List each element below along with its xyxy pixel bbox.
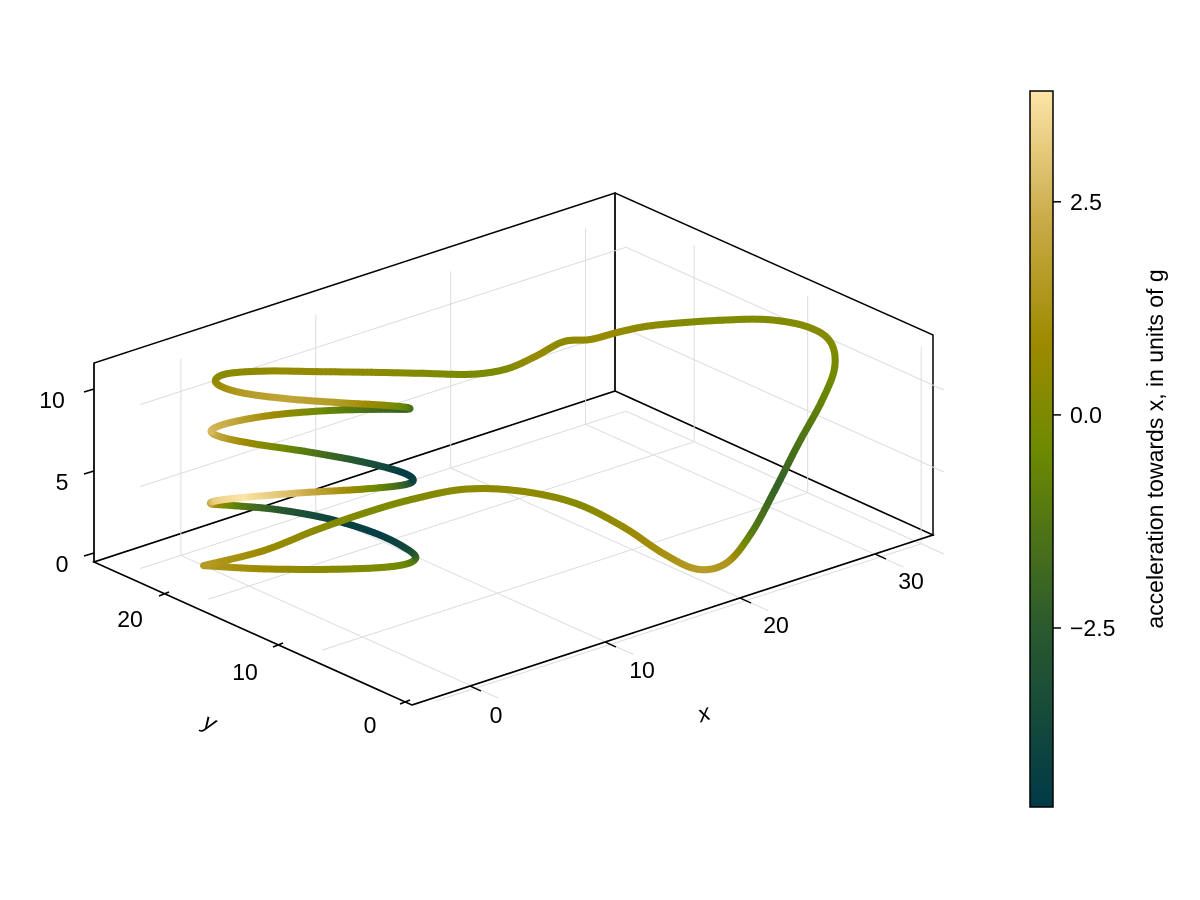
- colorbar-gradient: [1029, 90, 1054, 808]
- trajectory-line: [200, 315, 839, 574]
- y-tick-mark: [158, 591, 170, 597]
- x-axis-line: [411, 534, 934, 706]
- z-tick-mark: [83, 552, 95, 557]
- axis-lines: [93, 363, 934, 706]
- floor-grid-x: [585, 423, 904, 568]
- z-tick-label: 0: [56, 551, 69, 577]
- colorbar-label: acceleration towards x, in units of g: [1142, 269, 1168, 628]
- back-walls: [91, 191, 936, 706]
- floor-grid-x: [180, 554, 499, 699]
- x-tick-mark: [604, 641, 617, 648]
- colorbar-ticks: −2.5 0.0 2.5: [1053, 189, 1115, 641]
- z-tick-mark: [83, 470, 95, 475]
- y-axis-label: y: [198, 707, 222, 737]
- colorbar-tick-label: −2.5: [1070, 615, 1115, 641]
- x-tick-label: 10: [629, 657, 655, 683]
- x-tick-label: 30: [898, 568, 924, 594]
- floor-grid-y: [208, 441, 695, 600]
- x-tick-mark: [739, 597, 752, 604]
- y-ticks: 0 10 20: [117, 591, 411, 738]
- floor-grid-x: [315, 511, 634, 655]
- x-tick-mark: [874, 553, 887, 560]
- z-tick-label: 10: [39, 387, 65, 413]
- wall-grid-z: [625, 410, 945, 555]
- colorbar: −2.5 0.0 2.5 acceleration towards x, in un…: [1029, 90, 1168, 808]
- y-tick-mark: [399, 699, 411, 705]
- x-tick-label: 0: [490, 702, 503, 728]
- z-ticks: 0 5 10: [39, 387, 95, 577]
- y-tick-label: 20: [117, 606, 143, 632]
- x-axis-label: x: [693, 698, 714, 727]
- wall-grid-z: [625, 328, 945, 473]
- trajectory-segment: [200, 561, 210, 570]
- y-axis-line: [93, 561, 413, 706]
- x-ticks: 0 10 20 30: [469, 553, 924, 728]
- gridlines: [140, 227, 945, 702]
- z-tick-mark: [83, 388, 95, 393]
- x-tick-mark: [469, 685, 482, 692]
- floor-grid-y: [321, 492, 808, 651]
- floor-grid-y: [435, 543, 922, 702]
- y-tick-label: 0: [364, 712, 377, 738]
- y-tick-label: 10: [232, 659, 258, 685]
- z-tick-label: 5: [56, 469, 69, 495]
- colorbar-tick-label: 0.0: [1070, 402, 1102, 428]
- colorbar-tick-label: 2.5: [1070, 189, 1102, 215]
- y-tick-mark: [272, 642, 284, 648]
- x-tick-label: 20: [763, 612, 789, 638]
